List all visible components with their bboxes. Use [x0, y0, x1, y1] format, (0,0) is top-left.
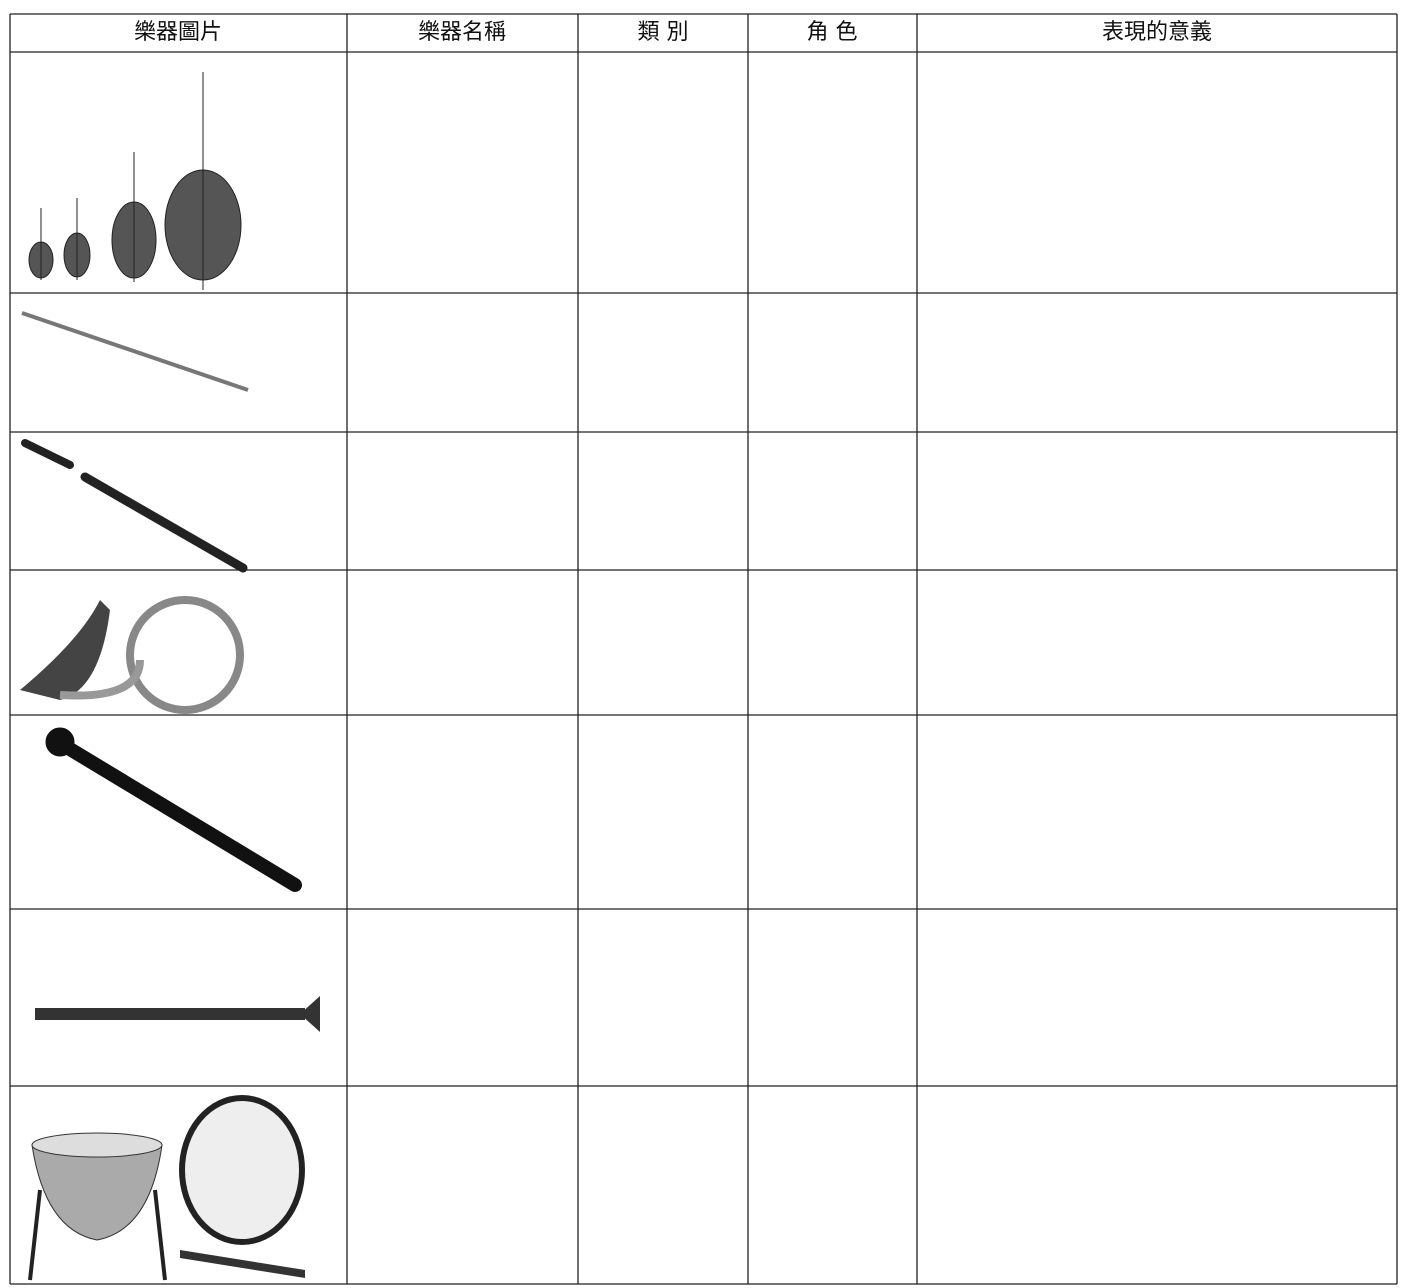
header-cell: 類 別 — [638, 20, 689, 45]
header-cell: 樂器名稱 — [418, 20, 506, 45]
oboe-image — [45, 727, 302, 892]
clarinet-image — [35, 996, 320, 1032]
header-cell: 角 色 — [807, 20, 858, 45]
drums-image — [28, 1095, 305, 1281]
table-grid — [9, 13, 1398, 1285]
strings-image — [28, 72, 242, 290]
header-cell: 表現的意義 — [1102, 20, 1212, 45]
header-row: 樂器圖片 樂器名稱 類 別 角 色 表現的意義 — [134, 20, 1212, 45]
header-cell: 樂器圖片 — [134, 20, 222, 45]
horn-image — [20, 596, 244, 714]
flute-image — [21, 311, 249, 392]
bassoon-image — [21, 439, 248, 573]
